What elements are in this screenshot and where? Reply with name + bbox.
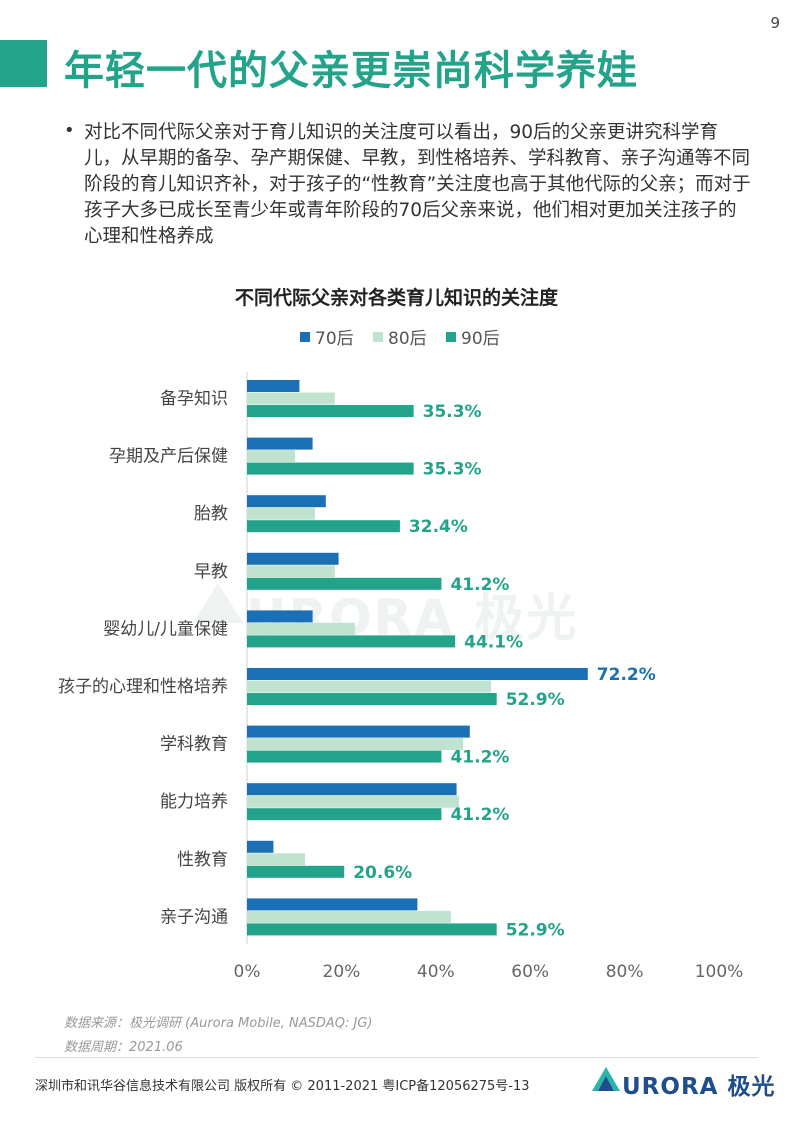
bar-70后 xyxy=(247,725,470,738)
x-tick-label: 100% xyxy=(695,962,744,982)
bar-90后 xyxy=(247,520,400,533)
legend-label-90后: 90后 xyxy=(461,329,500,349)
bar-90后 xyxy=(247,865,345,878)
category-label: 备孕知识 xyxy=(160,389,228,409)
bar-70后 xyxy=(247,552,339,565)
data-label-70后: 72.2% xyxy=(597,665,656,685)
chart-title: 不同代际父亲对各类育儿知识的关注度 xyxy=(234,287,558,309)
bar-90后 xyxy=(247,577,442,590)
legend-label-80后: 80后 xyxy=(388,329,427,349)
data-label-90后: 52.9% xyxy=(506,690,565,710)
category-label: 能力培养 xyxy=(160,792,228,812)
bar-90后 xyxy=(247,405,414,417)
footer-logo-text: URORA 极光 xyxy=(622,1074,776,1100)
data-source: 数据来源：极光调研 (Aurora Mobile, NASDAQ: JG) xyxy=(64,1016,373,1031)
bar-90后 xyxy=(247,923,497,936)
data-label-90后: 35.3% xyxy=(423,460,482,480)
x-tick-label: 0% xyxy=(234,962,261,982)
data-label-90后: 41.2% xyxy=(450,805,509,825)
legend-swatch-70后 xyxy=(300,332,310,342)
bar-90后 xyxy=(247,635,456,648)
bullet-paragraph: • 对比不同代际父亲对于育儿知识的关注度可以看出，90后的父亲更讲究科学育儿，从… xyxy=(64,120,754,250)
category-label: 性教育 xyxy=(177,850,228,870)
bar-70后 xyxy=(247,437,313,450)
bar-80后 xyxy=(247,392,335,405)
data-label-90后: 44.1% xyxy=(464,632,523,652)
category-label: 孕期及产后保健 xyxy=(109,447,228,467)
category-label: 学科教育 xyxy=(160,735,228,755)
bar-70后 xyxy=(247,668,588,680)
legend-swatch-80后 xyxy=(373,332,383,342)
title-accent-bar xyxy=(0,40,47,87)
x-tick-label: 20% xyxy=(323,962,361,982)
bar-80后 xyxy=(247,565,335,578)
footer-copyright: 深圳市和讯华谷信息技术有限公司 版权所有 © 2011-2021 粤ICP备12… xyxy=(35,1079,530,1094)
data-label-90后: 41.2% xyxy=(450,748,509,768)
bar-90后 xyxy=(247,808,442,821)
data-label-90后: 35.3% xyxy=(423,402,482,422)
bar-70后 xyxy=(247,783,457,796)
bar-70后 xyxy=(247,495,326,508)
legend-swatch-90后 xyxy=(446,332,456,342)
data-period: 数据周期：2021.06 xyxy=(64,1040,183,1055)
footer-divider xyxy=(35,1057,758,1058)
bullet-text: 对比不同代际父亲对于育儿知识的关注度可以看出，90后的父亲更讲究科学育儿，从早期… xyxy=(84,122,751,247)
category-label: 亲子沟通 xyxy=(160,907,228,927)
bar-80后 xyxy=(247,853,306,866)
data-label-90后: 20.6% xyxy=(353,863,412,883)
bar-90后 xyxy=(247,693,497,705)
category-label: 孩子的心理和性格培养 xyxy=(58,677,228,697)
x-tick-label: 40% xyxy=(417,962,455,982)
bar-70后 xyxy=(247,898,418,911)
bar-80后 xyxy=(247,738,464,751)
x-tick-label: 60% xyxy=(511,962,549,982)
bar-90后 xyxy=(247,462,414,475)
bar-70后 xyxy=(247,610,313,623)
bar-80后 xyxy=(247,795,459,808)
data-label-90后: 32.4% xyxy=(409,517,468,537)
bar-80后 xyxy=(247,507,315,520)
page-title: 年轻一代的父亲更崇尚科学养娃 xyxy=(64,48,638,94)
watermark-logo-icon xyxy=(193,583,243,623)
bullet-dot-icon: • xyxy=(64,120,75,141)
data-label-90后: 41.2% xyxy=(450,575,509,595)
data-label-90后: 52.9% xyxy=(506,920,565,940)
category-label: 早教 xyxy=(194,562,228,582)
bar-70后 xyxy=(247,380,300,392)
bar-80后 xyxy=(247,910,451,923)
bar-80后 xyxy=(247,622,356,635)
category-label: 婴幼儿/儿童保健 xyxy=(103,619,228,639)
x-tick-label: 80% xyxy=(606,962,644,982)
category-label: 胎教 xyxy=(194,504,228,524)
aurora-logo-icon xyxy=(592,1067,620,1091)
page-number: 9 xyxy=(770,14,780,32)
bar-80后 xyxy=(247,680,492,693)
bar-70后 xyxy=(247,840,274,853)
legend-label-70后: 70后 xyxy=(315,329,354,349)
bar-80后 xyxy=(247,450,296,463)
bar-90后 xyxy=(247,750,442,763)
